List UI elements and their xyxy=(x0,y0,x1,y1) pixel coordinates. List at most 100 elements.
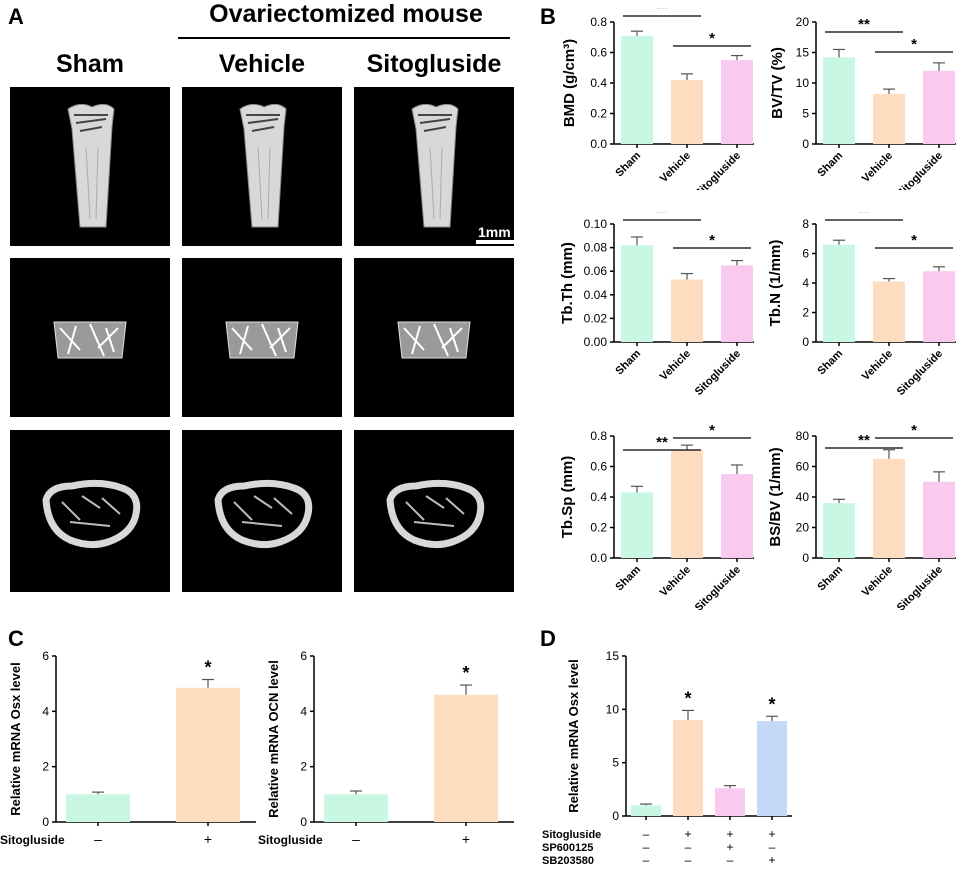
tbth-chart: Tb.Th (mm) 0.00 0.02 0.04 0.06 0.08 0.10 Sham Ve… xyxy=(559,212,754,398)
row-label: Sitogluside xyxy=(258,833,323,847)
y-axis-label: BS/BV (1/mm) xyxy=(767,447,784,546)
micro-ct-section-sham xyxy=(10,430,170,592)
x-tick-label: Sitogluside xyxy=(693,150,743,190)
x-tick-label: Sham xyxy=(613,347,643,377)
micro-ct-slab-vehicle xyxy=(182,258,342,417)
y-tick-label: 10 xyxy=(606,702,620,716)
y-tick-label: 4 xyxy=(300,704,307,718)
y-tick-label: 5 xyxy=(802,107,809,121)
bar xyxy=(673,720,703,816)
significance-label: ** xyxy=(858,212,870,221)
treatment-mark: – xyxy=(685,840,692,854)
treatment-mark: – xyxy=(94,831,102,847)
y-tick-label: 6 xyxy=(802,247,809,261)
bar xyxy=(631,805,661,816)
x-tick-label: Sham xyxy=(613,563,643,593)
micro-ct-render xyxy=(42,479,141,549)
bar xyxy=(721,60,753,144)
cortical-lines xyxy=(85,146,99,220)
cortical-section xyxy=(386,479,485,549)
bvtv-chart: BV/TV (%) 0 5 10 15 20 Sham Vehicle Sitogluside *… xyxy=(769,15,956,190)
y-axis-label: Tb.N (1/mm) xyxy=(767,240,784,327)
treatment-mark: + xyxy=(684,827,691,841)
bar xyxy=(721,474,753,558)
treatment-mark: + xyxy=(462,831,470,847)
x-tick-label: Sitogluside xyxy=(693,348,743,398)
y-tick-label: 0.08 xyxy=(584,241,608,255)
micro-ct-slab-sham xyxy=(10,258,170,417)
treatment-mark: + xyxy=(204,831,212,847)
trabecular-texture xyxy=(418,114,452,132)
y-tick-label: 4 xyxy=(802,276,809,290)
x-tick-label: Vehicle xyxy=(860,150,895,185)
treatment-mark: + xyxy=(726,840,733,854)
micro-ct-render xyxy=(411,103,459,228)
row-label: Sitogluside xyxy=(542,829,601,841)
y-tick-label: 6 xyxy=(42,649,49,663)
y-tick-label: 0 xyxy=(300,815,307,829)
cortical-section xyxy=(214,479,313,549)
ocn-chart: Relative mRNA OCN level 0 2 4 6 * Sitogluside –… xyxy=(258,649,514,847)
y-tick-label: 0.4 xyxy=(590,490,607,504)
x-tick-label: Sitogluside xyxy=(895,564,945,610)
bar xyxy=(873,93,905,144)
y-tick-label: 20 xyxy=(796,15,810,29)
bar xyxy=(757,721,787,816)
treatment-mark: – xyxy=(769,840,776,854)
micro-ct-render xyxy=(386,479,485,549)
y-tick-label: 40 xyxy=(796,490,810,504)
bsbv-chart: BS/BV (1/mm) 0 20 40 60 80 Sham Vehicle Sitoglus… xyxy=(767,422,956,610)
y-axis-label: Relative mRNA Osx level xyxy=(566,659,581,812)
x-tick-label: Vehicle xyxy=(658,150,693,185)
micro-ct-render xyxy=(397,321,471,359)
y-tick-label: 0.04 xyxy=(584,288,608,302)
significance-label: ** xyxy=(656,434,668,451)
significance-star: * xyxy=(684,688,691,708)
y-tick-label: 8 xyxy=(802,217,809,231)
trabecular-slab xyxy=(397,321,471,359)
micro-ct-femur-sham xyxy=(10,87,170,246)
column-label-vehicle: Vehicle xyxy=(218,50,306,78)
bar xyxy=(671,279,703,342)
micro-ct-femur-sitogluside xyxy=(354,87,514,246)
bar xyxy=(873,281,905,342)
bar xyxy=(721,265,753,342)
micro-ct-femur-vehicle xyxy=(182,87,342,246)
trabecular-slab xyxy=(225,321,299,359)
row-label: SP600125 xyxy=(542,842,593,854)
y-tick-label: 0.0 xyxy=(590,551,607,565)
y-tick-label: 0.02 xyxy=(584,311,608,325)
x-tick-label: Sham xyxy=(613,149,643,179)
y-axis-label: Tb.Th (mm) xyxy=(559,242,576,324)
osx-inhibitor-chart: Relative mRNA Osx level 0 5 10 15 * * Sitoglusi… xyxy=(542,649,792,867)
x-tick-label: Vehicle xyxy=(658,564,693,599)
y-tick-label: 0.2 xyxy=(590,521,607,535)
significance-label: ** xyxy=(858,16,870,33)
y-tick-label: 60 xyxy=(796,460,810,474)
y-tick-label: 0.2 xyxy=(590,107,607,121)
trabecular-texture xyxy=(246,114,280,132)
bar xyxy=(176,687,240,822)
significance-label: * xyxy=(709,232,715,249)
bar xyxy=(434,694,498,822)
micro-ct-render xyxy=(53,321,127,359)
micro-ct-section-vehicle xyxy=(182,430,342,592)
bar xyxy=(923,481,955,558)
y-tick-label: 15 xyxy=(796,46,810,60)
panel-d-letter: D xyxy=(540,626,556,651)
osx-chart: Relative mRNA Osx level 0 2 4 6 * Sitogluside –… xyxy=(0,649,256,847)
trabecular-slab xyxy=(53,321,127,359)
significance-label: ** xyxy=(656,212,668,221)
column-label-sham: Sham xyxy=(55,50,125,78)
micro-ct-render xyxy=(225,321,299,359)
group-header: Ovariectomized mouse xyxy=(209,0,483,28)
y-tick-label: 20 xyxy=(796,521,810,535)
y-tick-label: 6 xyxy=(300,649,307,663)
bar xyxy=(823,503,855,558)
y-axis-label: Tb.Sp (mm) xyxy=(559,456,576,539)
y-tick-label: 0.6 xyxy=(590,46,607,60)
y-tick-label: 0.00 xyxy=(584,335,608,349)
significance-star: * xyxy=(204,658,211,678)
group-header-line xyxy=(178,37,510,39)
